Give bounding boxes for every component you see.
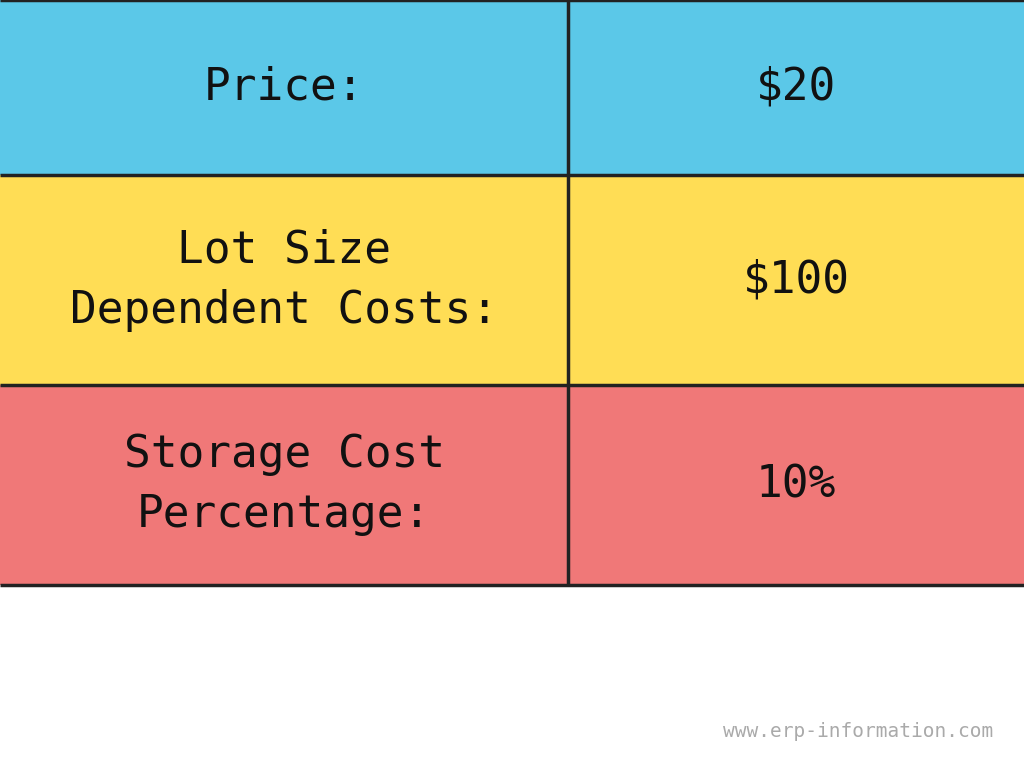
Bar	[0, 175, 568, 385]
Text: 10%: 10%	[756, 464, 837, 507]
Text: Storage Cost
Percentage:: Storage Cost Percentage:	[124, 433, 444, 537]
Text: Price:: Price:	[204, 66, 365, 109]
Bar	[0, 0, 568, 175]
Bar	[568, 385, 1024, 585]
Text: www.erp-information.com: www.erp-information.com	[723, 722, 993, 741]
Text: Lot Size
Dependent Costs:: Lot Size Dependent Costs:	[71, 229, 498, 332]
Text: $100: $100	[742, 259, 850, 302]
Bar	[568, 0, 1024, 175]
Text: $20: $20	[756, 66, 837, 109]
Bar	[0, 385, 568, 585]
Bar	[568, 175, 1024, 385]
